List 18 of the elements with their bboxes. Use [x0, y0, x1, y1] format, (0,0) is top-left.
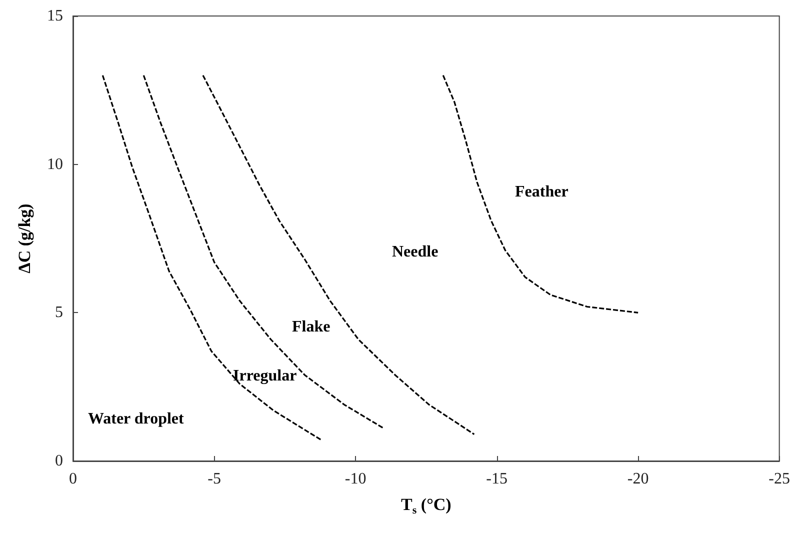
annotation: Irregular: [233, 368, 297, 384]
y-axis-title: ΔC (g/kg): [15, 204, 34, 274]
x-tick-label: -5: [208, 470, 221, 488]
annotation: Needle: [392, 244, 438, 260]
annotation: Feather: [515, 184, 568, 200]
x-tick-label: 0: [69, 470, 77, 488]
x-tick-label: -20: [627, 470, 649, 488]
x-tick-label: -10: [344, 470, 366, 488]
y-tick-label: 5: [55, 304, 63, 322]
y-tick-label: 15: [47, 8, 63, 24]
x-tick-label: -25: [768, 470, 790, 488]
annotation: Flake: [292, 318, 330, 336]
y-tick-label: 0: [55, 452, 63, 470]
line-series: [442, 74, 639, 314]
line-series: [202, 74, 475, 436]
y-tick-label: 10: [47, 156, 63, 173]
annotation: Water droplet: [88, 410, 185, 428]
x-tick-label: -15: [486, 470, 508, 488]
